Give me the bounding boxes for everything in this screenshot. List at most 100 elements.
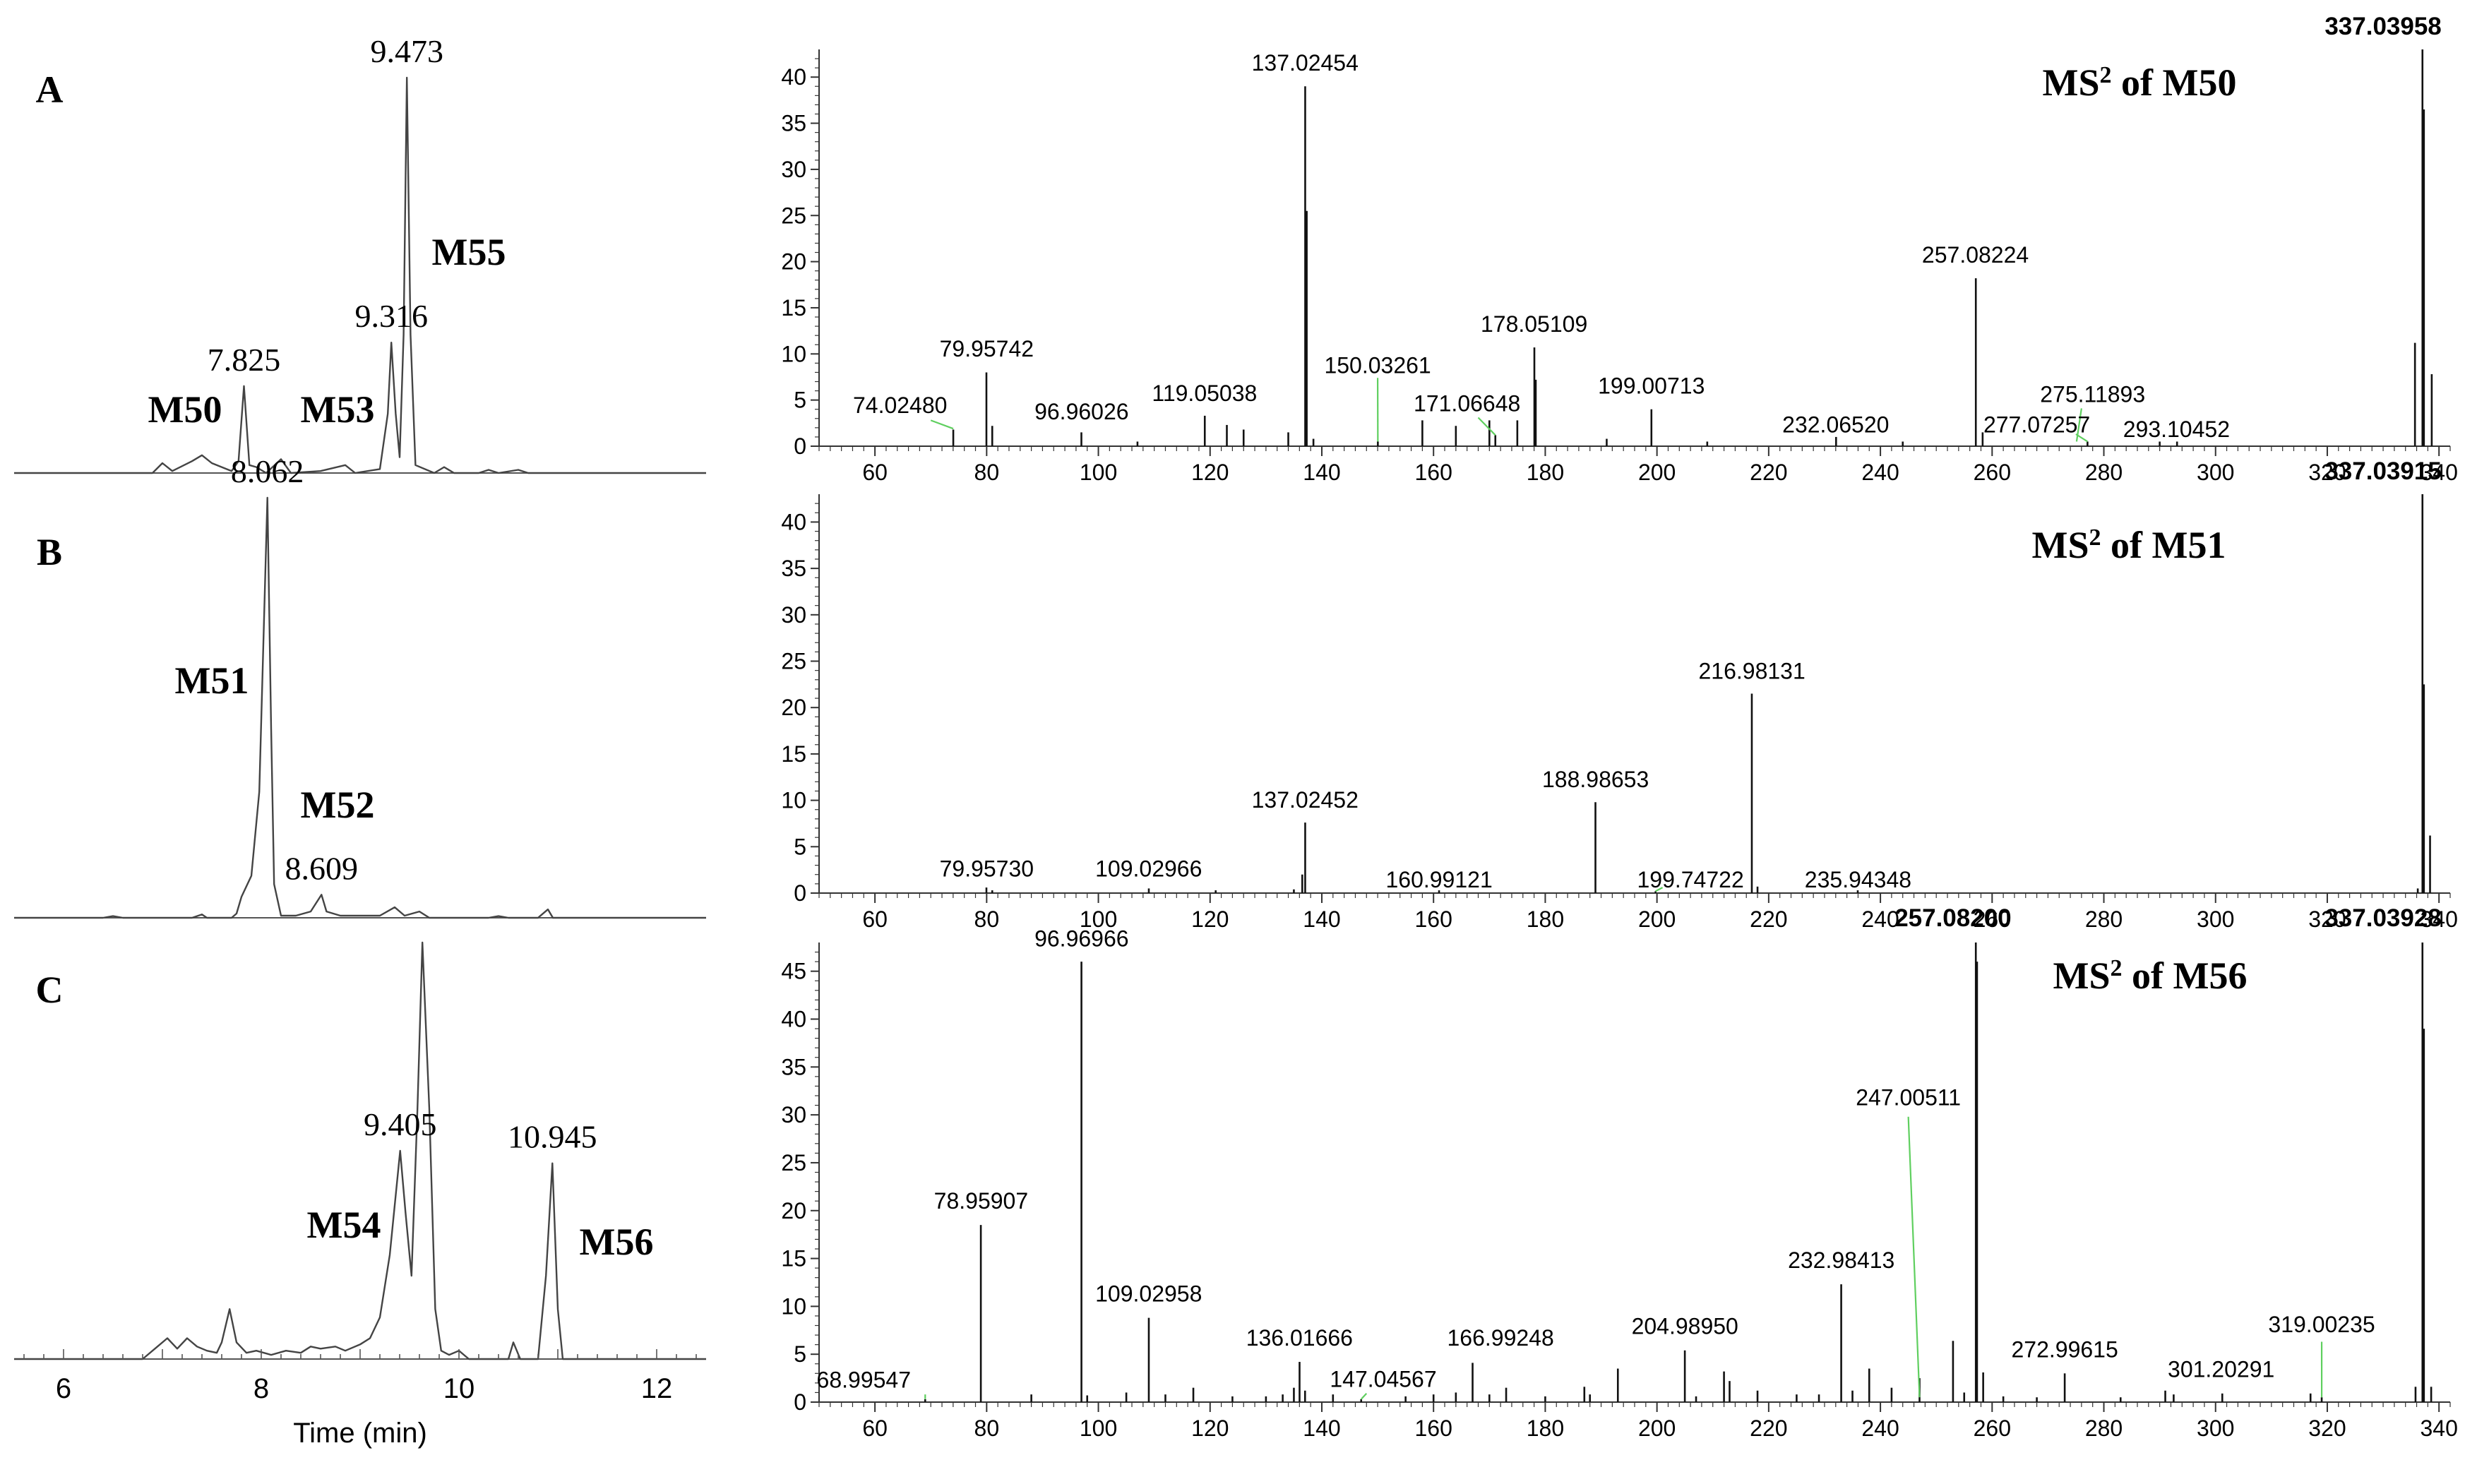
compound-label: M52: [301, 784, 375, 826]
tick-label: 160: [1415, 460, 1452, 485]
spectrum-title-superscript: 2: [2100, 62, 2112, 88]
peak-label: 171.06648: [1414, 390, 1520, 416]
tick-label: 25: [781, 649, 806, 674]
tick-label: 260: [1974, 1416, 2011, 1441]
spectrum-title: MS2 of M51: [2032, 524, 2226, 566]
chromatogram-trace: [14, 941, 706, 1360]
compound-label: M51: [175, 659, 249, 702]
tick-label: 280: [2085, 1416, 2123, 1441]
chromatogram-trace: [14, 76, 706, 474]
peak-label: 79.95730: [940, 856, 1034, 881]
tick-label: 60: [862, 460, 888, 485]
peak-label: 109.02958: [1095, 1281, 1202, 1307]
tick-label: 20: [781, 695, 806, 720]
tick-label: 140: [1303, 460, 1340, 485]
peak-label: 188.98653: [1542, 767, 1649, 792]
peak-label: 109.02966: [1095, 856, 1202, 881]
tick-label: 200: [1638, 906, 1676, 932]
tick-label: 100: [1080, 460, 1117, 485]
tick-label: 140: [1303, 906, 1340, 932]
tick-label: 180: [1527, 1416, 1564, 1441]
peak-label: 232.06520: [1782, 412, 1889, 437]
tick-label: 200: [1638, 1416, 1676, 1441]
peak-label: 232.98413: [1788, 1247, 1894, 1273]
spectrum-title-compound: of M51: [2101, 524, 2226, 566]
peak-label: 337.03958: [2324, 13, 2441, 40]
tick-label: 340: [2420, 1416, 2457, 1441]
panel-letter: A: [36, 68, 64, 111]
tick-label: 45: [781, 959, 806, 984]
tick-label: 0: [794, 1389, 806, 1415]
tick-label: 120: [1191, 1416, 1229, 1441]
label-connector: [2075, 433, 2088, 443]
x-axis-title: Time (min): [293, 1418, 427, 1449]
peak-label: 216.98131: [1698, 658, 1805, 683]
peak-label: 136.01666: [1246, 1325, 1353, 1351]
compound-label: M56: [580, 1221, 654, 1263]
retention-time-label: 9.473: [370, 33, 443, 69]
tick-label: 6: [56, 1373, 71, 1404]
chromatogram-a: A 7.825 9.316 9.473 M50 M53 M55: [14, 33, 706, 474]
peak-label: 277.07257: [1983, 412, 2090, 437]
peak-label: 319.00235: [2268, 1312, 2375, 1337]
tick-label: 20: [781, 249, 806, 275]
label-connector: [1477, 417, 1496, 436]
tick-label: 5: [794, 1341, 806, 1367]
tick-label: 5: [794, 388, 806, 413]
tick-label: 25: [781, 203, 806, 228]
tick-label: 240: [1861, 906, 1899, 932]
retention-time-label: 8.609: [285, 850, 359, 886]
panel-letter: C: [36, 969, 64, 1011]
tick-label: 100: [1080, 906, 1117, 932]
tick-label: 30: [781, 157, 806, 182]
tick-label: 60: [862, 1416, 888, 1441]
peak-label: 74.02480: [853, 393, 947, 418]
label-connector: [1655, 887, 1664, 892]
tick-label: 25: [781, 1150, 806, 1175]
peak-label: 337.03928: [2324, 904, 2441, 932]
spectrum-title-compound: of M50: [2112, 61, 2237, 104]
tick-label: 80: [974, 460, 1000, 485]
peak-label: 199.74722: [1637, 867, 1743, 892]
tick-label: 340: [2420, 460, 2457, 485]
compound-label: M53: [301, 388, 375, 431]
peak-label: 96.96966: [1034, 926, 1128, 951]
peak-label: 257.08224: [1922, 242, 2029, 268]
peak-label: 137.02454: [1252, 50, 1359, 76]
peak-label: 257.08200: [1894, 904, 2011, 932]
tick-label: 80: [974, 1416, 1000, 1441]
tick-label: 260: [1974, 460, 2011, 485]
tick-label: 80: [974, 906, 1000, 932]
spectrum-title-superscript: 2: [2089, 525, 2101, 551]
tick-label: 35: [781, 1054, 806, 1079]
tick-label: 0: [794, 433, 806, 459]
chromatogram-c: C 9.405 10.945 M54 M56 6 8 10 12 Time (min): [14, 941, 706, 1449]
tick-label: 160: [1415, 1416, 1452, 1441]
peak-label: 235.94348: [1805, 867, 1911, 892]
tick-label: 40: [781, 509, 806, 534]
tick-label: 10: [781, 1293, 806, 1319]
tick-label: 280: [2085, 460, 2123, 485]
retention-time-label: 7.825: [208, 342, 281, 378]
compound-label: M55: [432, 231, 506, 273]
peak-label: 275.11893: [2040, 381, 2145, 407]
tick-label: 12: [641, 1373, 673, 1404]
spectrum-title-ms: MS: [2032, 524, 2089, 566]
tick-label: 60: [862, 906, 888, 932]
spectrum-title: MS2 of M56: [2053, 955, 2248, 997]
tick-label: 300: [2197, 906, 2234, 932]
tick-label: 180: [1527, 906, 1564, 932]
label-connector: [930, 419, 954, 430]
tick-label: 320: [2308, 460, 2346, 485]
tick-label: 320: [2308, 1416, 2346, 1441]
peak-label: 119.05038: [1152, 381, 1257, 406]
tick-label: 40: [781, 64, 806, 90]
peak-label: 337.03915: [2324, 457, 2441, 485]
tick-label: 35: [781, 556, 806, 581]
tick-label: 30: [781, 1102, 806, 1127]
peak-label: 301.20291: [2168, 1357, 2274, 1382]
spectrum-title-superscript: 2: [2111, 955, 2123, 981]
retention-time-label: 9.316: [354, 298, 428, 334]
peak-label: 247.00511: [1856, 1085, 1961, 1111]
